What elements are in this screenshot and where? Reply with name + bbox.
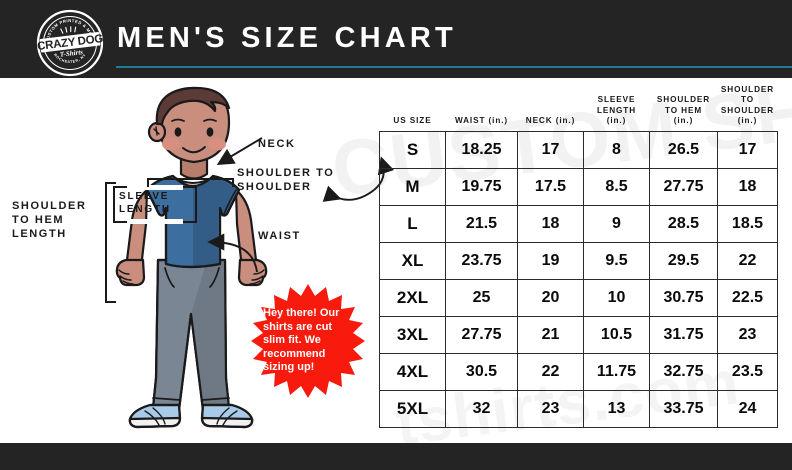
- cell-size: XL: [379, 242, 446, 280]
- cell-size: S: [379, 131, 446, 169]
- page-title: MEN'S SIZE CHART: [117, 22, 457, 54]
- cell-sleeve-length: 10: [583, 279, 650, 317]
- cell-neck: 23: [517, 390, 584, 428]
- cell-size: 2XL: [379, 279, 446, 317]
- cell-neck: 17.5: [517, 168, 584, 206]
- cell-sleeve-length: 9.5: [583, 242, 650, 280]
- column-header-sleeve-length: SLEEVE LENGTH (in.): [596, 95, 637, 125]
- svg-text:T-Shirts: T-Shirts: [59, 48, 83, 59]
- cell-waist: 27.75: [445, 316, 518, 354]
- annotation-label-shoulder-to-shoulder: SHOULDER TO SHOULDER: [237, 167, 335, 193]
- cell-sleeve-length: 13: [583, 390, 650, 428]
- cell-shoulder-to-hem: 28.5: [649, 205, 718, 243]
- starburst-shape: [251, 284, 365, 398]
- cell-waist: 19.75: [445, 168, 518, 206]
- cell-neck: 21: [517, 316, 584, 354]
- cell-sleeve-length: 8.5: [583, 168, 650, 206]
- cell-sleeve-length: 9: [583, 205, 650, 243]
- callout-text: Hey there! Our shirts are cut slim fit. …: [263, 307, 340, 374]
- shoulder-to-hem-bracket: [105, 182, 116, 303]
- cell-shoulder-to-hem: 33.75: [649, 390, 718, 428]
- cell-sleeve-length: 11.75: [583, 353, 650, 391]
- cell-neck: 20: [517, 279, 584, 317]
- cell-waist: 18.25: [445, 131, 518, 169]
- cell-waist: 23.75: [445, 242, 518, 280]
- annotation-label-waist: WAIST: [258, 230, 301, 242]
- cell-shoulder-to-shoulder: 23: [717, 316, 778, 354]
- cell-waist: 25: [445, 279, 518, 317]
- column-header-neck: NECK (in.): [525, 115, 576, 125]
- cell-sleeve-length: 10.5: [583, 316, 650, 354]
- title-underline-rule: [116, 66, 792, 68]
- size-table-body: S 18.25 17 8 26.5 17 M 19.75 17.5 8.5 27.75 18 L 21.5…: [379, 131, 778, 428]
- cell-size: 5XL: [379, 390, 446, 428]
- chart-body: CUSTOM SHIRTS tshirts.com: [0, 78, 792, 443]
- cell-shoulder-to-hem: 32.75: [649, 353, 718, 391]
- column-header-shoulder-to-hem: SHOULDER TO HEM (in.): [656, 95, 711, 125]
- cell-shoulder-to-shoulder: 18.5: [717, 205, 778, 243]
- table-row: L 21.5 18 9 28.5 18.5: [379, 205, 778, 243]
- cell-size: L: [379, 205, 446, 243]
- cell-shoulder-to-shoulder: 22: [717, 242, 778, 280]
- cell-neck: 18: [517, 205, 584, 243]
- cell-size: M: [379, 168, 446, 206]
- male-model-illustration: [95, 78, 305, 433]
- table-row: 4XL 30.5 22 11.75 32.75 23.5: [379, 353, 778, 391]
- size-table-container: US SIZE WAIST (in.) NECK (in.) SLEEVE LE…: [379, 78, 778, 428]
- table-header-row: US SIZE WAIST (in.) NECK (in.) SLEEVE LE…: [380, 78, 778, 132]
- cell-waist: 30.5: [445, 353, 518, 391]
- cell-size: 3XL: [379, 316, 446, 354]
- slim-fit-callout-starburst: Hey there! Our shirts are cut slim fit. …: [249, 282, 367, 400]
- table-row: S 18.25 17 8 26.5 17: [379, 131, 778, 169]
- table-row: 2XL 25 20 10 30.75 22.5: [379, 279, 778, 317]
- crazy-dog-tshirts-logo: CUSTOM PRINTED & MORE ROCHESTER, NY CRAZ…: [26, 8, 114, 78]
- cell-sleeve-length: 8: [583, 131, 650, 169]
- table-row: XL 23.75 19 9.5 29.5 22: [379, 242, 778, 280]
- shoulder-to-shoulder-bracket: [147, 178, 234, 187]
- waist-pointer-arrow: [207, 233, 258, 273]
- cell-waist: 32: [445, 390, 518, 428]
- cell-shoulder-to-hem: 30.75: [649, 279, 718, 317]
- column-header-us-size: US SIZE: [393, 115, 432, 125]
- annotation-label-neck: NECK: [258, 138, 296, 150]
- cell-waist: 21.5: [445, 205, 518, 243]
- neck-pointer-arrow: [216, 137, 263, 165]
- annotation-label-sleeve-length: SLEEVE LENGTH: [119, 191, 171, 215]
- cell-neck: 19: [517, 242, 584, 280]
- size-table: US SIZE WAIST (in.) NECK (in.) SLEEVE LE…: [379, 78, 778, 428]
- column-header-waist: WAIST (in.): [454, 115, 509, 125]
- cell-shoulder-to-shoulder: 23.5: [717, 353, 778, 391]
- annotation-label-shoulder-to-hem-length: SHOULDER TO HEM LENGTH: [12, 200, 87, 240]
- cell-shoulder-to-hem: 31.75: [649, 316, 718, 354]
- column-header-shoulder-to-shoulder: SHOULDER TO SHOULDER (in.): [720, 85, 775, 125]
- cell-shoulder-to-hem: 27.75: [649, 168, 718, 206]
- table-row: 3XL 27.75 21 10.5 31.75 23: [379, 316, 778, 354]
- table-row: M 19.75 17.5 8.5 27.75 18: [379, 168, 778, 206]
- sleeve-length-bracket: [113, 185, 197, 224]
- table-row: 5XL 32 23 13 33.75 24: [379, 390, 778, 428]
- footer-bar: [0, 443, 792, 470]
- cell-shoulder-to-shoulder: 17: [717, 131, 778, 169]
- cell-shoulder-to-shoulder: 24: [717, 390, 778, 428]
- cell-neck: 22: [517, 353, 584, 391]
- cell-shoulder-to-hem: 26.5: [649, 131, 718, 169]
- header-bar: CUSTOM PRINTED & MORE ROCHESTER, NY CRAZ…: [0, 0, 792, 78]
- cell-shoulder-to-hem: 29.5: [649, 242, 718, 280]
- cell-size: 4XL: [379, 353, 446, 391]
- cell-shoulder-to-shoulder: 22.5: [717, 279, 778, 317]
- cell-shoulder-to-shoulder: 18: [717, 168, 778, 206]
- cell-neck: 17: [517, 131, 584, 169]
